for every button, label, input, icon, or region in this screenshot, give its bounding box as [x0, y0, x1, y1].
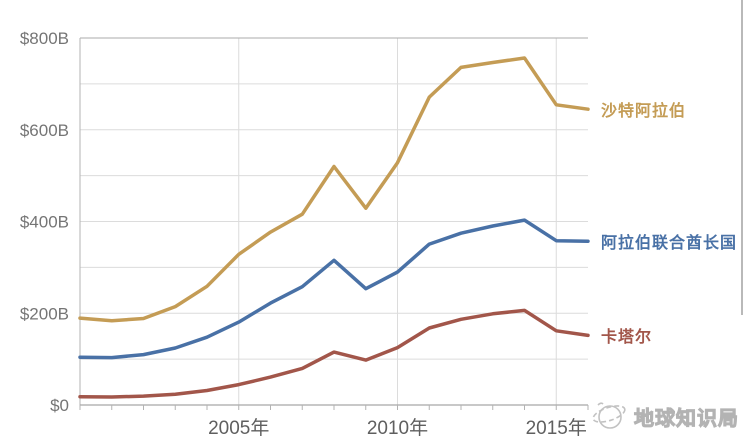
y-tick-label: $0 [50, 396, 69, 415]
series-line-united-arab-emirates [78, 218, 590, 360]
series-end-label: 阿拉伯联合酋长国 [601, 235, 738, 252]
ringed-planet-icon [592, 402, 626, 429]
series-end-label: 沙特阿拉伯 [601, 103, 687, 120]
series-line-saudi-arabia [78, 56, 590, 323]
watermark-text: 地球知识局 [634, 407, 739, 430]
y-tick-label: $400B [20, 213, 69, 232]
watermark: 地球知识局 [590, 398, 739, 434]
series-line-qatar [78, 308, 590, 399]
y-tick-label: $200B [20, 304, 69, 323]
x-tick-label: 2005年 [208, 417, 269, 439]
y-tick-label: $800B [20, 29, 69, 48]
x-tick-label: 2010年 [367, 417, 428, 439]
series-end-label: 卡塔尔 [601, 329, 653, 346]
y-tick-label: $600B [20, 121, 69, 140]
page-edge-line [741, 0, 743, 315]
x-tick-label: 2015年 [526, 417, 587, 439]
